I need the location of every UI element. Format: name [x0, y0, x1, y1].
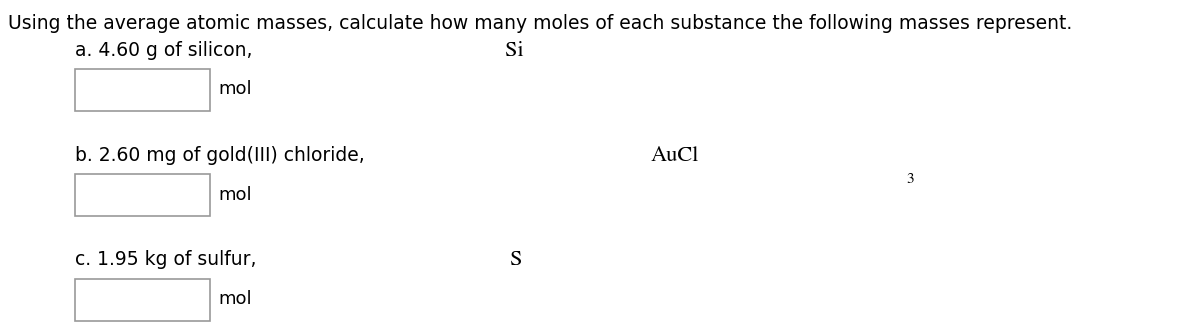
Text: 3: 3 — [906, 173, 913, 186]
Text: c. 1.95 kg of sulfur,: c. 1.95 kg of sulfur, — [74, 250, 263, 269]
Text: AuCl: AuCl — [650, 146, 698, 166]
Text: mol: mol — [218, 80, 252, 98]
Text: a. 4.60 g of silicon,: a. 4.60 g of silicon, — [74, 41, 258, 60]
Text: mol: mol — [218, 186, 252, 204]
Text: b. 2.60 mg of gold(III) chloride,: b. 2.60 mg of gold(III) chloride, — [74, 146, 371, 165]
FancyBboxPatch shape — [74, 174, 210, 216]
FancyBboxPatch shape — [74, 69, 210, 111]
Text: Using the average atomic masses, calculate how many moles of each substance the : Using the average atomic masses, calcula… — [8, 14, 1073, 33]
Text: Si: Si — [505, 41, 524, 61]
Text: S: S — [510, 250, 523, 270]
Text: mol: mol — [218, 290, 252, 308]
FancyBboxPatch shape — [74, 279, 210, 321]
